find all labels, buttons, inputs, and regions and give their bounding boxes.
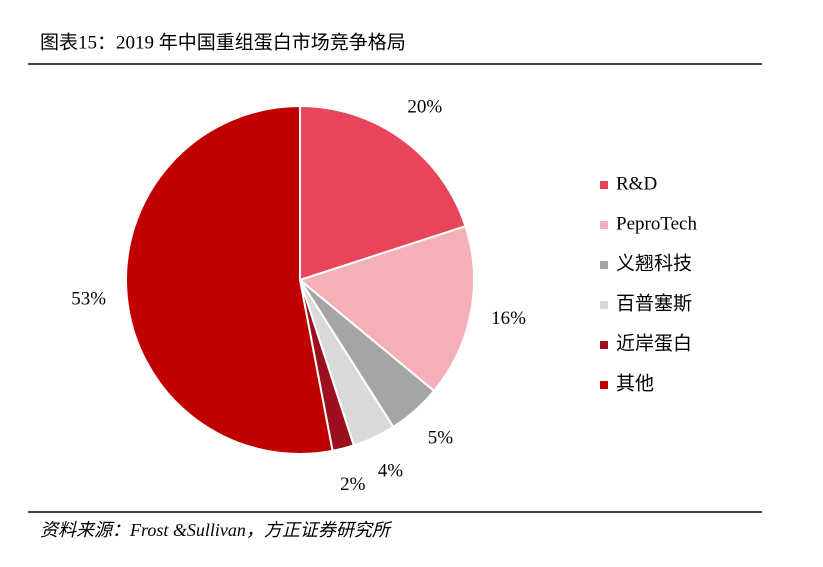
- legend-label: 其他: [616, 372, 654, 394]
- data-label: 53%: [71, 288, 106, 309]
- chart-title: 图表15：2019 年中国重组蛋白市场竞争格局: [40, 31, 406, 53]
- data-label: 4%: [378, 460, 404, 481]
- legend-swatch: [600, 181, 608, 189]
- data-label: 2%: [340, 474, 366, 495]
- legend-swatch: [600, 261, 608, 269]
- pie-slice: [125, 104, 334, 455]
- legend-label: 百普塞斯: [616, 292, 692, 314]
- legend-label: R&D: [616, 173, 657, 194]
- legend-swatch: [600, 341, 608, 349]
- data-label: 16%: [491, 308, 526, 329]
- legend-label: 义翘科技: [616, 252, 692, 274]
- source-note: 资料来源：Frost &Sullivan，方正证券研究所: [40, 520, 393, 540]
- legend-label: PeproTech: [616, 213, 697, 234]
- pie-slice: [299, 104, 467, 282]
- legend-swatch: [600, 381, 608, 389]
- data-label: 5%: [428, 428, 454, 449]
- legend-swatch: [600, 221, 608, 229]
- pie-slice: [297, 224, 475, 393]
- data-label: 20%: [407, 97, 442, 118]
- legend-label: 近岸蛋白: [616, 332, 692, 354]
- legend-swatch: [600, 301, 608, 309]
